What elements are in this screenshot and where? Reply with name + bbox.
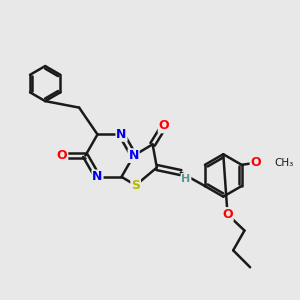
- Text: H: H: [181, 174, 190, 184]
- Text: O: O: [250, 156, 261, 169]
- Text: O: O: [159, 119, 169, 133]
- Text: S: S: [131, 179, 140, 192]
- Text: N: N: [116, 128, 127, 141]
- Text: N: N: [128, 149, 139, 162]
- Text: O: O: [57, 149, 68, 162]
- Text: CH₃: CH₃: [274, 158, 293, 168]
- Text: N: N: [92, 170, 103, 183]
- Text: O: O: [222, 208, 233, 221]
